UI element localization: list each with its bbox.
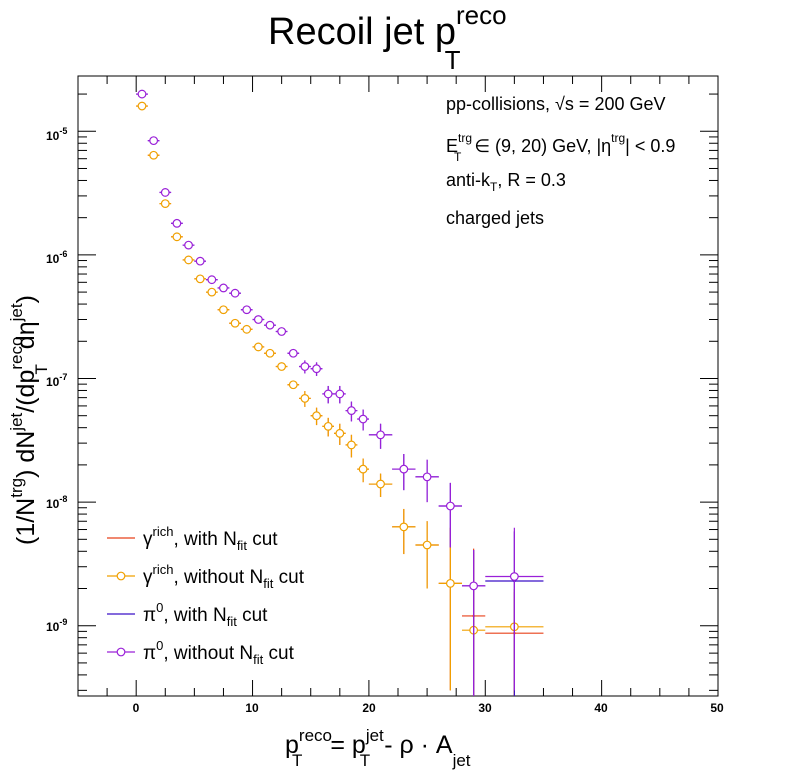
data-point (184, 240, 193, 250)
data-point (323, 421, 333, 431)
data-point (195, 274, 205, 284)
data-point (300, 394, 310, 403)
x-tick-label: 30 (478, 701, 492, 715)
data-point (376, 430, 385, 440)
data-point (312, 364, 321, 374)
annotations: pp-collisions, √s = 200 GeV Etrg T ∈ (9, … (446, 94, 675, 228)
svg-text:π0, with Nfit cut: π0, with Nfit cut (143, 600, 268, 629)
legend-entry-gamma-without-cut: γrich, without Nfit cut (107, 562, 305, 591)
data-point (445, 501, 455, 511)
axis-ticks (77, 76, 719, 696)
annotation-jets: charged jets (446, 208, 544, 228)
data-point (323, 389, 333, 399)
data-point (230, 288, 240, 298)
data-point (300, 362, 310, 371)
data-point (509, 572, 519, 581)
legend: γrich, with Nfit cut γrich, without Nfit… (107, 524, 305, 667)
data-point (277, 327, 287, 336)
y-tick-label: 10-8 (46, 494, 67, 511)
x-tick-labels: 0 10 20 30 40 50 (133, 701, 724, 715)
data-point (160, 188, 170, 197)
data-point (358, 464, 368, 474)
data-point (277, 362, 287, 371)
series-3 (136, 89, 544, 696)
y-tick-label: 10-6 (46, 249, 67, 266)
data-point (288, 380, 298, 390)
plot-frame (77, 75, 719, 697)
data-point (347, 440, 356, 450)
svg-text:π0, without Nfit cut: π0, without Nfit cut (143, 638, 295, 667)
data-point (149, 136, 159, 146)
annotation-collisions: pp-collisions, √s = 200 GeV (446, 94, 666, 114)
annotation-algorithm: anti-kT, R = 0.3 (446, 170, 566, 194)
data-point (445, 578, 455, 588)
x-tick-label: 40 (594, 701, 608, 715)
data-point (242, 305, 252, 315)
data-points (136, 89, 544, 696)
x-tick-label: 0 (133, 701, 140, 715)
legend-entry-pi0-without-cut: π0, without Nfit cut (107, 638, 295, 667)
data-point (230, 318, 240, 328)
data-point (312, 411, 321, 421)
series-1 (136, 101, 544, 696)
y-tick-label: 10-7 (46, 372, 67, 389)
data-point (207, 275, 217, 285)
data-point (288, 348, 298, 358)
data-point (469, 581, 479, 591)
data-point (265, 348, 275, 358)
data-point (422, 472, 432, 482)
y-axis-title: (1/Ntrg) dNjet/(dpreco T dηjet) (7, 295, 51, 545)
annotation-trigger: Etrg T ∈ (9, 20) GeV, |ηtrg| < 0.9 (446, 131, 675, 164)
x-axis-title: preco T= pjet T- ρ · Ajet (285, 726, 471, 770)
data-point (376, 479, 385, 489)
y-tick-label: 10-9 (46, 617, 67, 634)
data-point (335, 389, 345, 399)
y-tick-labels: 10-5 10-6 10-7 10-8 10-9 (46, 126, 67, 634)
data-point (137, 101, 147, 111)
data-point (137, 89, 147, 99)
data-point (172, 232, 182, 242)
data-point (219, 283, 228, 293)
data-point (253, 342, 263, 352)
legend-entry-pi0-with-cut: π0, with Nfit cut (107, 600, 268, 629)
legend-entry-gamma-with-cut: γrich, with Nfit cut (107, 524, 278, 553)
y-tick-label: 10-5 (46, 126, 67, 143)
data-point (335, 428, 345, 438)
data-point (399, 464, 409, 474)
x-tick-label: 10 (245, 701, 259, 715)
data-point (207, 287, 217, 297)
data-point (219, 305, 228, 315)
data-point (160, 199, 170, 208)
data-point (265, 320, 275, 330)
data-point (195, 256, 205, 266)
data-point (347, 406, 356, 415)
chart-title: Recoil jet preco T (268, 0, 507, 75)
x-tick-label: 20 (362, 701, 376, 715)
data-point (399, 522, 409, 532)
x-tick-label: 50 (710, 701, 724, 715)
data-point (253, 315, 263, 324)
svg-text:γrich, without Nfit cut: γrich, without Nfit cut (143, 562, 305, 591)
data-point (149, 150, 159, 160)
data-point (242, 324, 252, 334)
data-point (184, 255, 193, 265)
data-point (358, 414, 368, 424)
data-point (172, 218, 182, 228)
svg-text:γrich, with Nfit cut: γrich, with Nfit cut (143, 524, 278, 553)
data-point (422, 540, 432, 550)
